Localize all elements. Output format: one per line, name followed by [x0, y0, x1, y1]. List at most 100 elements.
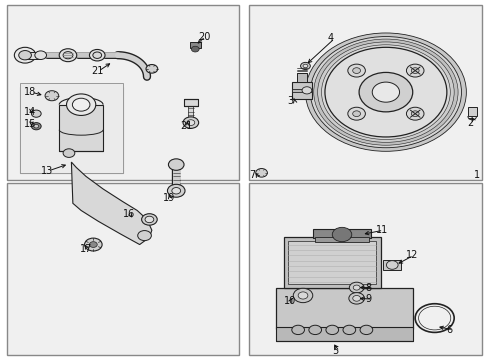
Circle shape [145, 216, 154, 223]
Circle shape [406, 64, 423, 77]
Polygon shape [71, 162, 152, 244]
Circle shape [342, 325, 355, 334]
FancyBboxPatch shape [315, 237, 368, 242]
Circle shape [298, 292, 307, 299]
Circle shape [167, 184, 184, 197]
Circle shape [303, 64, 307, 68]
FancyBboxPatch shape [20, 83, 122, 173]
Circle shape [347, 64, 365, 77]
FancyBboxPatch shape [183, 99, 198, 107]
Circle shape [14, 47, 36, 63]
FancyBboxPatch shape [249, 5, 482, 180]
FancyBboxPatch shape [6, 183, 238, 355]
Circle shape [34, 125, 39, 128]
FancyBboxPatch shape [297, 73, 306, 82]
FancyBboxPatch shape [189, 41, 200, 48]
Circle shape [347, 107, 365, 120]
Circle shape [31, 110, 41, 117]
Circle shape [183, 117, 198, 129]
Text: 9: 9 [365, 294, 371, 304]
Text: 16: 16 [122, 209, 135, 219]
Circle shape [89, 49, 105, 61]
Text: 12: 12 [406, 250, 418, 260]
Circle shape [371, 82, 399, 102]
FancyBboxPatch shape [288, 241, 375, 284]
Circle shape [352, 285, 359, 290]
Circle shape [31, 123, 41, 130]
FancyBboxPatch shape [276, 327, 412, 341]
Circle shape [348, 282, 363, 293]
Circle shape [305, 33, 466, 151]
Text: 1: 1 [473, 170, 479, 180]
Circle shape [293, 288, 312, 303]
Circle shape [59, 49, 77, 62]
Circle shape [63, 149, 75, 157]
FancyBboxPatch shape [6, 5, 238, 180]
FancyBboxPatch shape [276, 288, 412, 329]
Circle shape [317, 42, 453, 142]
Circle shape [325, 325, 338, 334]
FancyBboxPatch shape [467, 107, 476, 116]
Circle shape [348, 293, 364, 304]
Circle shape [325, 47, 446, 137]
Circle shape [310, 37, 461, 148]
Circle shape [410, 111, 418, 117]
Text: 8: 8 [365, 283, 371, 293]
FancyBboxPatch shape [383, 260, 400, 270]
Text: 2: 2 [467, 118, 472, 128]
Text: 7: 7 [249, 170, 255, 180]
Text: 17: 17 [80, 244, 92, 254]
Text: 4: 4 [327, 33, 333, 43]
Text: 20: 20 [198, 32, 210, 41]
Circle shape [45, 91, 59, 101]
Circle shape [321, 45, 449, 139]
Circle shape [302, 87, 311, 94]
Circle shape [72, 98, 90, 111]
Text: 10: 10 [283, 296, 295, 306]
Circle shape [93, 52, 102, 58]
Circle shape [406, 107, 423, 120]
FancyBboxPatch shape [25, 51, 40, 59]
Circle shape [410, 68, 418, 73]
Text: 18: 18 [24, 87, 36, 97]
Circle shape [66, 94, 96, 116]
Circle shape [359, 325, 372, 334]
Circle shape [291, 325, 304, 334]
FancyBboxPatch shape [20, 87, 122, 173]
Text: 3: 3 [287, 96, 293, 106]
FancyBboxPatch shape [283, 237, 380, 288]
Text: 21: 21 [180, 121, 192, 131]
Circle shape [352, 68, 360, 73]
Circle shape [146, 64, 158, 73]
Circle shape [138, 230, 151, 240]
Text: 14: 14 [24, 107, 36, 117]
Text: 13: 13 [41, 166, 53, 176]
Text: 5: 5 [331, 346, 338, 356]
Circle shape [89, 242, 97, 247]
Circle shape [300, 62, 310, 69]
Circle shape [255, 168, 267, 177]
Text: 21: 21 [91, 66, 103, 76]
FancyBboxPatch shape [249, 183, 482, 355]
FancyBboxPatch shape [292, 82, 311, 99]
Circle shape [168, 159, 183, 170]
Circle shape [142, 214, 157, 225]
Circle shape [331, 227, 351, 242]
Circle shape [84, 238, 102, 251]
Circle shape [352, 111, 360, 117]
Circle shape [186, 120, 194, 126]
Circle shape [386, 261, 397, 269]
Circle shape [191, 46, 199, 52]
Text: 15: 15 [24, 120, 37, 129]
Circle shape [352, 296, 360, 301]
Circle shape [313, 39, 457, 145]
Circle shape [308, 325, 321, 334]
Text: 11: 11 [375, 225, 387, 235]
Text: 19: 19 [162, 193, 175, 203]
Circle shape [35, 51, 46, 59]
Circle shape [358, 72, 412, 112]
Circle shape [19, 50, 31, 60]
Circle shape [171, 188, 180, 194]
FancyBboxPatch shape [292, 89, 311, 92]
FancyBboxPatch shape [59, 105, 103, 151]
